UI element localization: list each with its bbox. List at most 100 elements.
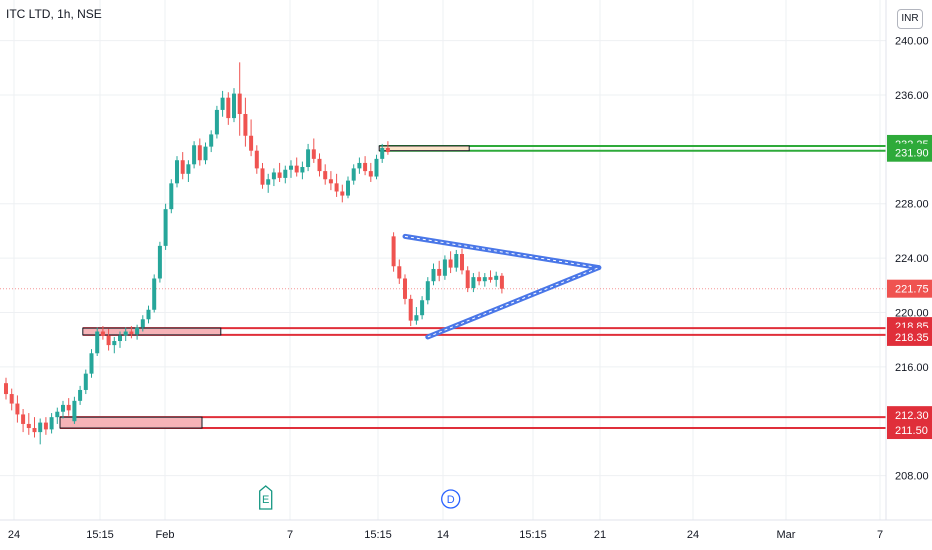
candle-body — [397, 266, 402, 279]
currency-button[interactable]: INR — [897, 9, 923, 29]
price-tags: 232.25231.90218.85218.35212.30211.50221.… — [887, 134, 932, 440]
candle-body — [306, 149, 311, 168]
candle-body — [249, 135, 254, 151]
candle-body — [15, 403, 20, 415]
candle-body — [471, 277, 476, 289]
candle-body — [72, 400, 77, 422]
price-tick-label: 220.00 — [895, 307, 929, 319]
zone-box[interactable] — [59, 416, 203, 429]
candle-body — [460, 254, 464, 271]
candle-body — [175, 160, 179, 184]
time-tick-label: 7 — [287, 529, 293, 541]
price-tick-label: 240.00 — [895, 36, 929, 48]
candle-body — [271, 172, 276, 180]
candle-body — [391, 236, 396, 267]
candle-body — [448, 259, 453, 268]
candle-body — [220, 97, 225, 110]
candle-body — [43, 422, 48, 430]
time-tick-label: Mar — [777, 529, 796, 541]
candle-body — [385, 147, 390, 153]
candle-body — [146, 309, 151, 320]
candle-body — [135, 327, 140, 335]
time-tick-label: 15:15 — [519, 529, 547, 541]
price-tick-label: 228.00 — [895, 199, 929, 211]
candle-body — [106, 335, 111, 346]
candle-body — [95, 331, 100, 354]
candle-body — [78, 389, 83, 401]
event-marker-label: D — [447, 494, 455, 506]
candle-body — [351, 168, 356, 181]
time-tick-label: 24 — [687, 529, 699, 541]
price-tag-bg — [887, 406, 932, 425]
triangle-trendline-dash — [404, 235, 599, 269]
price-tick-label: 236.00 — [895, 90, 929, 102]
candle-body — [169, 183, 174, 210]
dividend-marker[interactable]: D — [441, 489, 461, 509]
candle-body — [192, 145, 197, 165]
candle-body — [49, 417, 54, 430]
candle-body — [283, 169, 288, 178]
candle-body — [328, 179, 333, 184]
candle-body — [209, 134, 214, 147]
time-tick-label: 15:15 — [86, 529, 114, 541]
candle-body — [129, 331, 134, 335]
candle-body — [61, 404, 65, 412]
candle-body — [266, 179, 271, 185]
candle-body — [254, 150, 259, 169]
candle-body — [32, 428, 37, 433]
price-tag-bg — [887, 421, 932, 440]
candle-body — [163, 209, 168, 246]
candle-body — [477, 277, 482, 282]
time-tick-label: 21 — [594, 529, 606, 541]
support-resistance-zones[interactable] — [59, 144, 886, 430]
candle-body — [89, 353, 94, 374]
price-axis[interactable]: 240.00 236.00 228.00 224.00 220.00 216.00 208.… — [885, 0, 929, 520]
candle-body — [357, 162, 362, 169]
candle-body — [465, 270, 470, 289]
time-axis[interactable]: 24 15:15 Feb 7 15:15 14 15:15 21 24 Mar 7 — [0, 519, 932, 541]
price-tag-bg — [887, 327, 932, 346]
candle-body — [380, 147, 385, 159]
candle-body — [38, 422, 43, 433]
candle-body — [112, 341, 117, 346]
earnings-marker[interactable]: E — [259, 485, 273, 510]
candle-body — [317, 158, 322, 172]
candle-body — [488, 277, 493, 280]
candle-body — [140, 319, 145, 328]
time-tick-label: 7 — [877, 529, 883, 541]
candle-body — [420, 300, 425, 316]
candle-body — [499, 275, 504, 289]
candle-body — [374, 158, 379, 177]
candle-body — [368, 171, 373, 177]
candle-body — [214, 109, 219, 135]
candle-body — [243, 114, 248, 136]
price-tick-label: 224.00 — [895, 253, 929, 265]
candle-body — [100, 331, 105, 336]
candle-body — [237, 93, 242, 115]
candle-body — [180, 160, 185, 174]
last-price-tag-bg — [887, 279, 932, 298]
price-tag: 211.50 — [895, 425, 928, 437]
candle-body — [4, 383, 8, 395]
candle-body — [232, 93, 236, 119]
candle-body — [346, 180, 350, 196]
triangle-trendline-dash — [427, 267, 599, 338]
zone-box[interactable] — [82, 327, 222, 336]
time-tick-label: 24 — [8, 529, 20, 541]
candle-body — [294, 165, 299, 173]
candle-body — [55, 411, 60, 418]
candle-body — [437, 268, 442, 276]
candle-body — [186, 164, 191, 174]
event-marker-label: E — [262, 494, 269, 506]
zone-box[interactable] — [378, 145, 470, 152]
triangle-pattern[interactable] — [402, 233, 602, 340]
candle-body — [454, 254, 459, 268]
candle-body — [277, 172, 282, 178]
time-tick-label: 14 — [437, 529, 449, 541]
candle-body — [323, 171, 328, 180]
candle-body — [300, 167, 305, 173]
candle-body — [66, 404, 71, 411]
candle-body — [482, 277, 487, 282]
